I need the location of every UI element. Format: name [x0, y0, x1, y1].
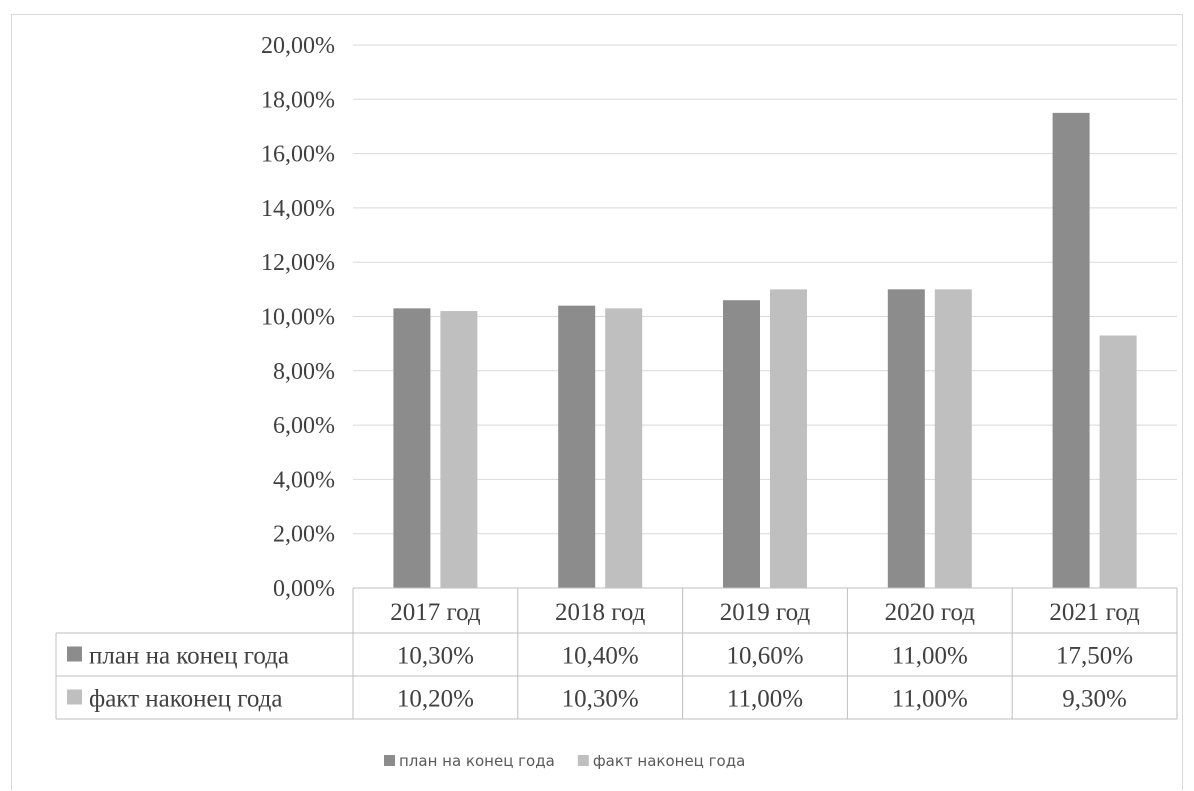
data-label: 11,00% — [892, 686, 968, 713]
data-label: 10,30% — [397, 643, 474, 670]
data-label: 17,50% — [1056, 643, 1133, 670]
y-tick-label: 14,00% — [261, 196, 335, 222]
data-label: 11,00% — [892, 643, 968, 670]
bar — [393, 308, 431, 588]
bar — [887, 289, 925, 588]
data-label: 10,60% — [726, 643, 803, 670]
bar — [1099, 335, 1137, 588]
table-series-name: план на конец года — [89, 643, 289, 670]
bar — [1052, 112, 1090, 588]
chart-area — [11, 14, 1183, 790]
y-tick-label: 8,00% — [273, 359, 335, 385]
legend-swatch — [577, 755, 589, 766]
data-label: 10,20% — [397, 686, 474, 713]
x-tick-label: 2021 год — [1049, 599, 1140, 626]
x-tick-label: 2019 год — [720, 599, 811, 626]
legend-swatch — [384, 755, 395, 766]
y-tick-label: 20,00% — [261, 33, 335, 59]
bar — [770, 289, 807, 588]
bar — [558, 305, 596, 588]
y-tick-label: 0,00% — [273, 576, 335, 602]
x-tick-label: 2020 год — [885, 599, 976, 626]
y-tick-label: 16,00% — [261, 142, 335, 168]
y-tick-label: 12,00% — [261, 250, 335, 276]
table-series-name: факт наконец года — [89, 686, 282, 713]
table-legend-key — [67, 689, 82, 705]
data-label: 10,30% — [562, 686, 639, 713]
bar — [605, 308, 643, 588]
y-tick-label: 2,00% — [273, 522, 335, 548]
y-tick-label: 10,00% — [261, 305, 335, 331]
legend-label: факт наконец года — [593, 752, 745, 770]
y-tick-label: 18,00% — [261, 87, 335, 113]
bar — [934, 289, 972, 588]
y-tick-label: 6,00% — [273, 413, 335, 439]
legend-label: план на конец года — [399, 752, 555, 770]
x-tick-label: 2017 год — [390, 599, 481, 626]
x-tick-label: 2018 год — [555, 599, 646, 626]
bar — [440, 311, 478, 588]
data-label: 9,30% — [1062, 686, 1127, 713]
table-legend-key — [67, 646, 82, 662]
y-tick-label: 4,00% — [273, 467, 335, 493]
data-label: 10,40% — [562, 643, 639, 670]
data-label: 11,00% — [727, 686, 803, 713]
bar — [723, 300, 760, 588]
